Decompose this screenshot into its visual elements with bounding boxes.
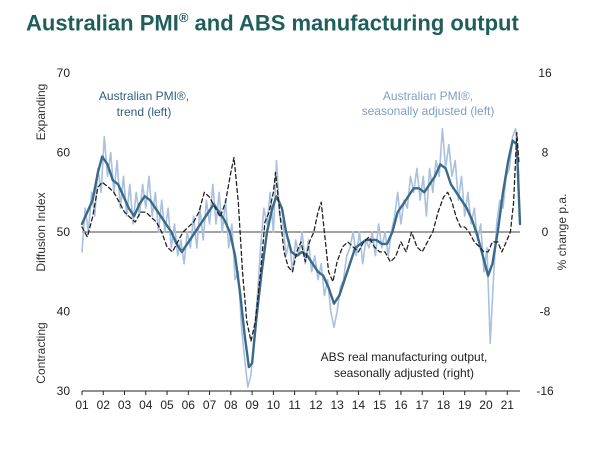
x-tick-label: 12 [309, 398, 323, 412]
series-group [80, 127, 522, 388]
x-tick-label: 06 [182, 398, 196, 412]
annotation-abs-line2: seasonally adjusted (right) [334, 366, 474, 380]
x-tick-label: 20 [479, 398, 493, 412]
chart-title-main: Australian PMI [26, 10, 179, 36]
series-line-abs [81, 131, 520, 342]
x-tick-label: 04 [139, 398, 153, 412]
x-tick-label: 21 [501, 398, 515, 412]
right-y-tick-label: 0 [542, 225, 549, 239]
annotation-trend-line1: Australian PMI®, [99, 89, 189, 103]
annotation-abs-line1: ABS real manufacturing output, [321, 350, 488, 364]
right-axis-title: % change p.a. [555, 194, 569, 271]
x-tick-label: 16 [394, 398, 408, 412]
x-tick-label: 13 [330, 398, 344, 412]
right-y-tick-label: 8 [542, 146, 549, 160]
series-line-trend [80, 139, 522, 369]
x-tick-label: 07 [203, 398, 217, 412]
x-tick-label: 03 [118, 398, 132, 412]
right-y-tick-label: -8 [540, 305, 551, 319]
x-tick-label: 05 [160, 398, 174, 412]
x-tick-label: 08 [224, 398, 238, 412]
left-axis-title: Diffusion Index [34, 192, 48, 271]
left-y-tick-label: 30 [57, 384, 71, 398]
x-tick-label: 17 [416, 398, 430, 412]
annotation-trend-line2: trend (left) [117, 105, 172, 119]
x-tick-label: 02 [97, 398, 111, 412]
chart-title: Australian PMI® and ABS manufacturing ou… [26, 10, 519, 36]
left-y-tick-label: 70 [57, 66, 71, 80]
left-axis-contracting-label: Contracting [34, 322, 48, 383]
left-y-tick-label: 60 [57, 146, 71, 160]
x-tick-label: 15 [373, 398, 387, 412]
chart-title-rest: and ABS manufacturing output [188, 10, 519, 36]
x-tick-label: 01 [75, 398, 89, 412]
x-tick-label: 14 [352, 398, 366, 412]
right-y-tick-label: 16 [538, 66, 552, 80]
left-axis-expanding-label: Expanding [34, 84, 48, 141]
x-tick-label: 10 [267, 398, 281, 412]
chart-title-registered-mark: ® [178, 10, 189, 25]
left-y-tick-label: 40 [57, 305, 71, 319]
axes-group: 01 02 03 04 05 06 07 08 09 10 11 12 13 14 15 16 17 18 19 20… [57, 66, 554, 412]
left-y-tick-label: 50 [57, 225, 71, 239]
annotation-sa-line2: seasonally adjusted (left) [362, 104, 495, 118]
right-y-tick-label: -16 [536, 384, 554, 398]
annotation-sa-line1: Australian PMI®, [383, 89, 473, 103]
x-tick-label: 11 [288, 398, 301, 412]
x-tick-label: 09 [245, 398, 259, 412]
x-tick-label: 18 [437, 398, 451, 412]
series-line-sa [81, 127, 520, 388]
x-tick-label: 19 [458, 398, 472, 412]
